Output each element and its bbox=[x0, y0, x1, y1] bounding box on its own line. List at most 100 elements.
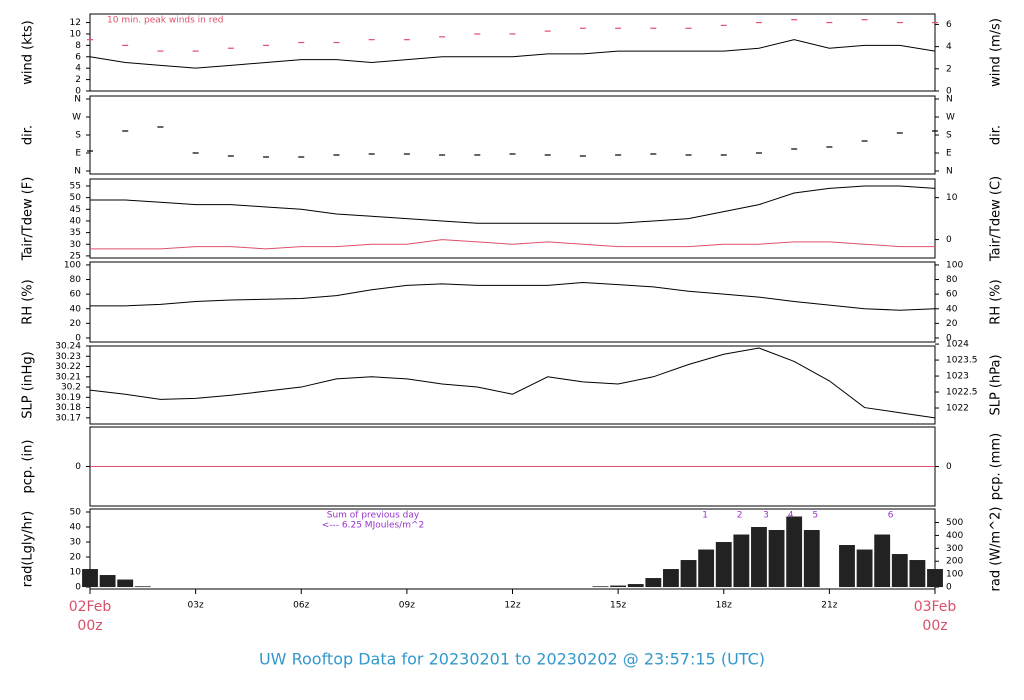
bar bbox=[82, 569, 98, 588]
bar bbox=[786, 516, 803, 588]
y-tick-label: W bbox=[72, 113, 81, 123]
y2-tick-label: 100 bbox=[946, 260, 963, 270]
y2-tick-label: 20 bbox=[946, 319, 958, 329]
annotation: Sum of previous day bbox=[327, 511, 420, 521]
y-tick-label: E bbox=[75, 149, 81, 159]
x-tick-label: 21z bbox=[821, 601, 837, 611]
bar bbox=[909, 560, 926, 588]
y-tick-label: 30.22 bbox=[55, 362, 81, 372]
x-tick-label: 12z bbox=[504, 601, 520, 611]
y-tick-label: 35 bbox=[70, 228, 81, 238]
y2-tick-label: S bbox=[946, 131, 952, 141]
panel-frame bbox=[89, 345, 936, 425]
marker-label: 3 bbox=[763, 511, 769, 521]
bar bbox=[627, 584, 644, 588]
y2-tick-label: 6 bbox=[946, 20, 952, 30]
y-tick-label: 12 bbox=[70, 18, 81, 28]
y2-tick-label: 10 bbox=[946, 193, 958, 203]
annotation: 10 min. peak winds in red bbox=[107, 16, 224, 26]
series-line bbox=[89, 347, 936, 419]
y2-axis-label: RH (%) bbox=[989, 279, 1004, 324]
x-tick-label: 02Feb 00z bbox=[69, 599, 112, 634]
y-tick-label: 30 bbox=[70, 538, 82, 548]
y-tick-label: N bbox=[74, 95, 81, 105]
marker-label: 2 bbox=[737, 511, 743, 521]
y-tick-label: 40 bbox=[70, 304, 82, 314]
x-tick-label: 03Feb 00z bbox=[914, 599, 957, 634]
annotation: <--- 6.25 MJoules/m^2 bbox=[322, 521, 424, 531]
y-tick-label: 0 bbox=[75, 583, 81, 593]
y2-tick-label: 40 bbox=[946, 304, 958, 314]
panel-frame bbox=[89, 95, 936, 175]
y2-tick-label: E bbox=[946, 149, 952, 159]
bar bbox=[733, 534, 750, 588]
y2-tick-label: 60 bbox=[946, 290, 958, 300]
y-tick-label: 6 bbox=[75, 52, 81, 62]
x-tick-label: 15z bbox=[610, 601, 626, 611]
bar bbox=[803, 530, 820, 588]
bar bbox=[610, 585, 627, 588]
bar bbox=[663, 569, 679, 588]
y2-tick-label: 1023.5 bbox=[946, 356, 978, 366]
bar bbox=[874, 534, 891, 588]
series-line bbox=[90, 281, 936, 311]
y2-tick-label: 1024 bbox=[946, 340, 969, 350]
y-tick-label: 4 bbox=[75, 64, 81, 74]
y-tick-label: 10 bbox=[70, 29, 82, 39]
bar bbox=[134, 586, 151, 588]
y-axis-label: SLP (inHg) bbox=[21, 351, 36, 419]
marker-label: 4 bbox=[788, 511, 794, 521]
y2-tick-label: 4 bbox=[946, 42, 952, 52]
y-tick-label: 0 bbox=[75, 87, 81, 97]
y-tick-label: 30.24 bbox=[55, 342, 81, 352]
y-axis-label: RH (%) bbox=[21, 279, 36, 324]
y-tick-label: 30 bbox=[70, 240, 82, 250]
y2-tick-label: 1022.5 bbox=[946, 388, 978, 398]
y-tick-label: 80 bbox=[70, 275, 82, 285]
y2-tick-label: 100 bbox=[946, 570, 963, 580]
y2-tick-label: W bbox=[946, 113, 955, 123]
y2-tick-label: 2 bbox=[946, 64, 952, 74]
bar bbox=[927, 569, 943, 588]
y-tick-label: 2 bbox=[75, 75, 81, 85]
y-tick-label: 20 bbox=[70, 319, 82, 329]
x-tick-label: 09z bbox=[399, 601, 415, 611]
y2-tick-label: 300 bbox=[946, 544, 963, 554]
y2-axis-label: wind (m/s) bbox=[989, 18, 1004, 87]
x-tick-label: 18z bbox=[716, 601, 732, 611]
y-tick-label: 8 bbox=[75, 41, 81, 51]
bar bbox=[680, 560, 697, 588]
y-tick-label: 30.18 bbox=[55, 403, 81, 413]
y-tick-label: 55 bbox=[70, 181, 81, 191]
y2-tick-label: 1022 bbox=[946, 404, 969, 414]
marker-label: 5 bbox=[812, 511, 818, 521]
y-tick-label: 30.19 bbox=[55, 393, 81, 403]
y-tick-label: 0 bbox=[75, 462, 81, 472]
series-line bbox=[90, 185, 936, 224]
bar bbox=[117, 579, 134, 588]
y-tick-label: 30.21 bbox=[55, 372, 81, 382]
y-tick-label: 45 bbox=[70, 205, 81, 215]
y2-tick-label: 500 bbox=[946, 518, 963, 528]
y2-tick-label: 200 bbox=[946, 557, 963, 567]
y2-tick-label: 0 bbox=[946, 87, 952, 97]
panel-frame bbox=[89, 178, 936, 259]
y-tick-label: 60 bbox=[70, 290, 82, 300]
y-tick-label: 30.17 bbox=[55, 413, 81, 423]
y2-tick-label: 80 bbox=[946, 275, 958, 285]
bar bbox=[645, 578, 662, 588]
y2-tick-label: N bbox=[946, 95, 953, 105]
y-tick-label: 40 bbox=[70, 523, 82, 533]
y2-axis-label: pcp. (mm) bbox=[989, 433, 1004, 500]
bar bbox=[891, 554, 908, 588]
bar bbox=[751, 527, 767, 588]
y-tick-label: 10 bbox=[70, 568, 82, 578]
series-line bbox=[89, 39, 936, 69]
y-tick-label: 0 bbox=[75, 333, 81, 343]
x-tick-label: 03z bbox=[188, 601, 204, 611]
y-tick-label: 40 bbox=[70, 216, 82, 226]
y-axis-label: dir. bbox=[21, 125, 36, 145]
y2-tick-label: 0 bbox=[946, 583, 952, 593]
y-tick-label: 25 bbox=[70, 251, 81, 261]
